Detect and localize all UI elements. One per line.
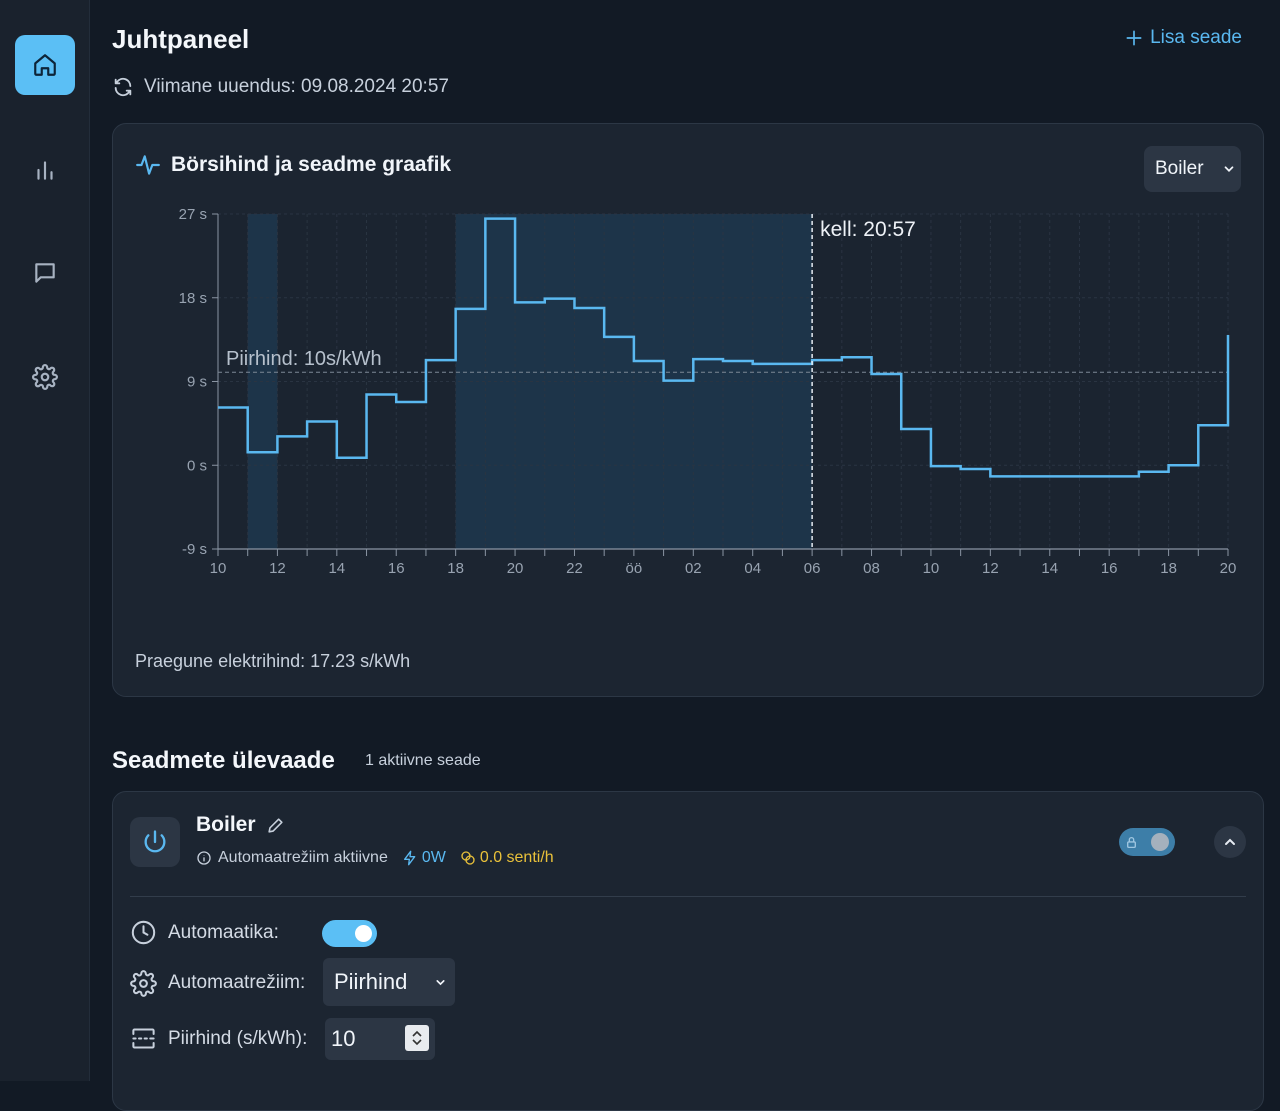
stepper-down-icon[interactable] (412, 1038, 422, 1046)
automation-row: Automaatika: (130, 919, 279, 946)
gear-icon (32, 364, 58, 390)
mode-row: Automaatrežiim: (130, 959, 305, 1007)
price-chart[interactable]: -9 s 0 s 9 s 18 s 27 s 10 12 14 16 18 20 22 öö 02 04 06… (113, 204, 1263, 624)
threshold-input-value: 10 (331, 1026, 356, 1051)
device-status: Automaatrežiim aktiivne (218, 849, 388, 866)
x-tick-label: 04 (744, 560, 761, 577)
pencil-icon[interactable] (266, 816, 285, 835)
price-series-line (218, 217, 1230, 478)
devices-section-title: Seadmete ülevaade (112, 747, 335, 774)
x-tick-label: 14 (1041, 560, 1058, 577)
collapse-button[interactable] (1214, 826, 1246, 858)
mode-label: Automaatrežiim: (168, 972, 306, 993)
add-device-button[interactable]: Lisa seade (1124, 27, 1242, 49)
x-tick-label: 10 (210, 560, 227, 577)
message-icon (35, 263, 55, 283)
device-cost: 0.0 senti/h (460, 849, 554, 867)
info-icon (197, 851, 211, 865)
device-meta: Automaatrežiim aktiivne 0W 0.0 senti/h (196, 849, 554, 867)
coins-icon (461, 851, 475, 865)
price-chart-card: Börsihind ja seadme graafik Boiler -9 s 0… (112, 123, 1264, 697)
mode-select-value: Piirhind (334, 969, 408, 994)
page-title: Juhtpaneel (112, 24, 250, 54)
device-power: 0W (402, 849, 446, 867)
automation-label: Automaatika: (168, 921, 279, 943)
current-price: Praegune elektrihind: 17.23 s/kWh (135, 651, 411, 671)
y-tick-label: 27 s (179, 206, 207, 223)
power-icon (144, 830, 166, 853)
y-tick-label: -9 s (182, 541, 207, 558)
mode-select[interactable]: Piirhind (323, 958, 455, 1006)
power-button[interactable] (130, 817, 180, 867)
sidebar (0, 0, 90, 1081)
last-update-text: Viimane uuendus: 09.08.2024 20:57 (144, 76, 449, 97)
x-tick-label: 20 (1220, 560, 1237, 577)
x-tick-label: 06 (804, 560, 821, 577)
main-content: Juhtpaneel Lisa seade Viimane uuendus: 0… (90, 0, 1280, 1111)
x-tick-label: 18 (447, 560, 464, 577)
chart-card-title: Börsihind ja seadme graafik (135, 152, 451, 178)
threshold-input[interactable]: 10 (325, 1018, 435, 1060)
chart-device-select[interactable]: Boiler (1144, 146, 1241, 192)
threshold-label: Piirhind (s/kWh): (168, 1027, 308, 1049)
automation-toggle-knob (355, 925, 372, 942)
device-name: Boiler (196, 813, 285, 837)
x-tick-label: 14 (328, 560, 345, 577)
lock-icon (1125, 836, 1138, 849)
chevron-down-icon (1224, 166, 1233, 172)
gear-icon (130, 969, 157, 997)
x-tick-label: 10 (923, 560, 940, 577)
home-icon (34, 54, 56, 76)
nav-home-button[interactable] (15, 35, 75, 95)
activity-icon (136, 155, 160, 175)
x-tick-label: 16 (388, 560, 405, 577)
x-tick-label: 12 (982, 560, 999, 577)
nav-stats-button[interactable] (15, 140, 75, 200)
device-name-text: Boiler (196, 813, 256, 836)
automation-toggle[interactable] (322, 920, 377, 947)
y-tick-label: 9 s (187, 374, 207, 391)
device-divider (130, 896, 1246, 897)
bolt-icon (403, 850, 416, 866)
lock-toggle-knob (1151, 833, 1169, 851)
last-update: Viimane uuendus: 09.08.2024 20:57 (112, 76, 449, 98)
bar-chart-icon (37, 161, 53, 180)
x-tick-label: 16 (1101, 560, 1118, 577)
chevron-up-icon (1225, 838, 1235, 845)
device-cost-value: 0.0 senti/h (479, 849, 554, 866)
x-tick-label: öö (626, 560, 643, 577)
y-tick-label: 0 s (187, 457, 207, 474)
stepper-up-icon[interactable] (412, 1030, 422, 1038)
x-tick-label: 02 (685, 560, 702, 577)
device-card: Boiler Automaatrežiim aktiivne 0W 0.0 se… (112, 791, 1264, 1111)
refresh-icon[interactable] (112, 76, 134, 98)
nav-messages-button[interactable] (15, 243, 75, 303)
threshold-row: Piirhind (s/kWh): (130, 1025, 307, 1052)
chart-device-select-value: Boiler (1155, 158, 1204, 179)
x-tick-label: 20 (507, 560, 524, 577)
active-devices-count: 1 aktiivne seade (365, 752, 481, 769)
threshold-icon (130, 1025, 157, 1052)
lock-toggle[interactable] (1119, 828, 1175, 856)
chart-title-text: Börsihind ja seadme graafik (171, 153, 452, 176)
threshold-label: Piirhind: 10s/kWh (226, 348, 382, 370)
plus-icon (1126, 30, 1142, 46)
chevron-down-icon (436, 979, 445, 985)
clock-icon (130, 919, 157, 946)
x-tick-label: 22 (566, 560, 583, 577)
nav-settings-button[interactable] (15, 347, 75, 407)
add-device-label: Lisa seade (1150, 27, 1242, 48)
x-tick-label: 18 (1160, 560, 1177, 577)
y-tick-label: 18 s (179, 290, 207, 307)
x-tick-label: 08 (863, 560, 880, 577)
x-tick-label: 12 (269, 560, 286, 577)
threshold-stepper[interactable] (405, 1025, 429, 1051)
device-power-value: 0W (421, 849, 446, 866)
now-label: kell: 20:57 (820, 218, 916, 241)
